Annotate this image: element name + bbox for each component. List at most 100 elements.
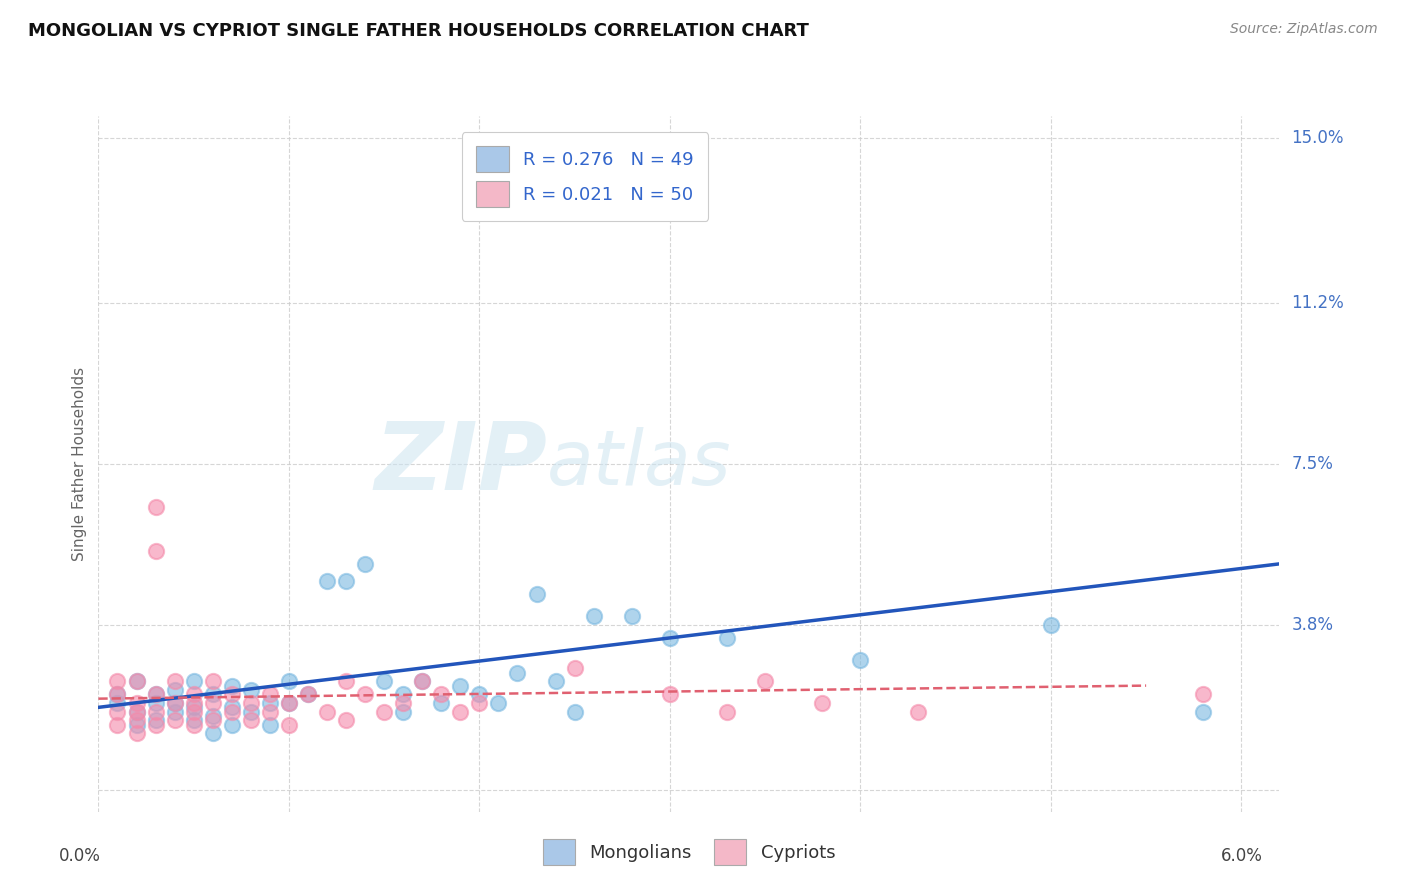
Point [125,717,148,731]
Point [107,705,129,719]
Point [183,687,205,701]
Point [544,674,567,689]
Point [373,705,395,719]
Point [125,705,148,719]
Point [239,714,262,728]
Text: atlas: atlas [547,427,731,500]
Point [145,717,167,731]
Point [259,717,281,731]
Point [259,696,281,710]
Point [354,557,377,571]
Point [145,543,167,558]
Point [297,687,319,701]
Point [201,687,224,701]
Point [107,674,129,689]
Point [373,674,395,689]
Point [107,696,129,710]
Point [259,705,281,719]
Point [125,674,148,689]
Point [392,687,415,701]
Point [716,705,738,719]
Point [297,687,319,701]
Point [221,717,243,731]
Point [1192,705,1215,719]
Point [411,674,433,689]
Point [145,500,167,515]
Point [335,674,357,689]
Point [754,674,776,689]
Point [239,705,262,719]
Point [145,696,167,710]
Point [449,679,471,693]
Point [811,696,834,710]
Text: 0.0%: 0.0% [59,847,100,864]
Point [125,714,148,728]
Text: 15.0%: 15.0% [1291,128,1344,146]
Text: 11.2%: 11.2% [1291,294,1344,312]
Point [201,674,224,689]
Text: 7.5%: 7.5% [1291,455,1333,473]
Point [849,652,872,666]
Point [277,696,299,710]
Point [145,687,167,701]
Point [468,696,491,710]
Point [1192,687,1215,701]
Point [277,696,299,710]
Point [107,717,129,731]
Point [201,696,224,710]
Point [201,714,224,728]
Point [392,705,415,719]
Point [430,696,453,710]
Point [392,696,415,710]
Point [125,674,148,689]
Point [107,687,129,701]
Point [183,705,205,719]
Text: MONGOLIAN VS CYPRIOT SINGLE FATHER HOUSEHOLDS CORRELATION CHART: MONGOLIAN VS CYPRIOT SINGLE FATHER HOUSE… [28,22,808,40]
Point [564,705,586,719]
Point [468,687,491,701]
Point [201,709,224,723]
Point [221,687,243,701]
Text: 6.0%: 6.0% [1220,847,1263,864]
Point [125,696,148,710]
Point [526,587,548,601]
Point [183,700,205,714]
Point [1039,617,1062,632]
Point [239,696,262,710]
Point [163,674,186,689]
Point [564,661,586,675]
Point [506,665,529,680]
Point [221,679,243,693]
Point [316,705,339,719]
Point [354,687,377,701]
Point [259,687,281,701]
Point [163,696,186,710]
Point [449,705,471,719]
Point [145,687,167,701]
Point [145,714,167,728]
Point [221,700,243,714]
Point [277,717,299,731]
Point [183,674,205,689]
Point [277,674,299,689]
Point [411,674,433,689]
Text: 3.8%: 3.8% [1291,615,1333,633]
Point [107,687,129,701]
Point [125,726,148,740]
Point [239,683,262,698]
Text: Source: ZipAtlas.com: Source: ZipAtlas.com [1230,22,1378,37]
Point [335,714,357,728]
Point [658,687,681,701]
Point [183,717,205,731]
Point [716,631,738,645]
Point [582,609,605,624]
Legend: Mongolians, Cypriots: Mongolians, Cypriots [536,832,842,872]
Point [907,705,929,719]
Point [335,574,357,589]
Point [430,687,453,701]
Point [221,705,243,719]
Point [145,705,167,719]
Point [201,726,224,740]
Point [620,609,643,624]
Y-axis label: Single Father Households: Single Father Households [72,367,87,561]
